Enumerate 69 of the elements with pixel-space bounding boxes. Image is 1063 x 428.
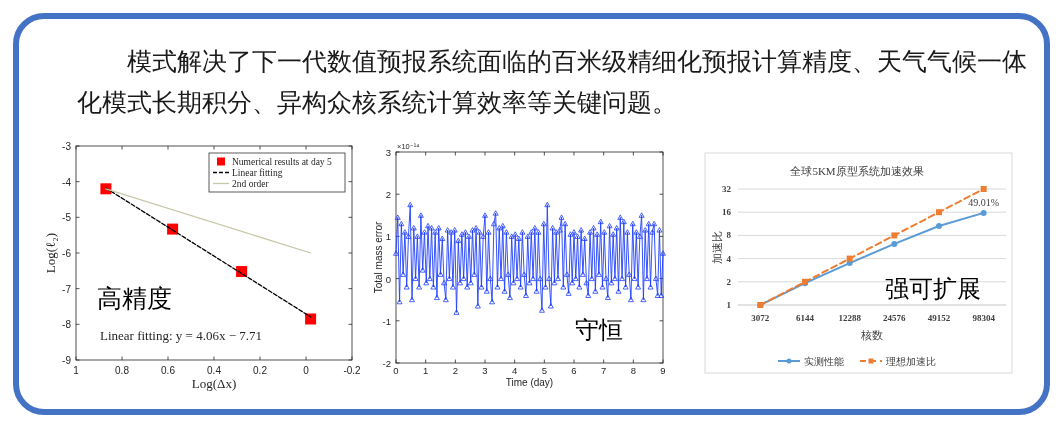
x-tick-label: 49152 [927, 313, 951, 323]
y-axis-title: Total mass error [372, 220, 384, 294]
annotation: 49.01% [968, 196, 1000, 208]
y-tick-label: 2 [726, 276, 732, 287]
point [980, 209, 987, 216]
y-tick-label: 1 [385, 230, 391, 242]
annotation: Linear fitting: y = 4.06x − 7.71 [100, 327, 262, 343]
x-tick-label: 12288 [838, 313, 862, 323]
x-tick-label: 24576 [883, 313, 907, 323]
x-tick-label: 3072 [751, 313, 770, 323]
x-tick-label: 7 [601, 364, 607, 376]
x-tick-label: 0 [303, 364, 310, 376]
x-tick-label: 1 [73, 364, 80, 376]
point [305, 313, 317, 325]
x-tick-label: 0.6 [161, 364, 176, 376]
legend-label: 2nd order [232, 178, 270, 189]
point [891, 232, 898, 239]
y-tick-label: -2 [382, 357, 391, 369]
y-tick-label: 1 [726, 300, 732, 310]
text: 模式解决了下一代数值预报系统面临的百米级精细化预报计算精度、天气气候一体化模式长期积分、异构众核系统计算效率等关键问题。 [77, 46, 1028, 119]
y-tick-label: -8 [62, 318, 72, 330]
point [846, 255, 853, 262]
y-tick-label: -1 [382, 315, 391, 327]
y-tick-label: -6 [62, 247, 72, 259]
y-axis-title: 加速比 [711, 230, 723, 264]
x-tick-label: 98304 [972, 313, 996, 323]
annotation: 高精度 [97, 284, 172, 312]
x-axis-title: Time (day) [505, 376, 554, 388]
x-tick-label: 8 [630, 364, 636, 376]
x-tick-label: 3 [482, 364, 488, 376]
y-tick-label: 8 [726, 230, 732, 241]
x-tick-label: 0.2 [253, 364, 268, 376]
x-tick-label: 6144 [796, 313, 815, 323]
legend-label: Linear fitting [232, 167, 283, 178]
x-tick-label: 0 [393, 364, 399, 376]
x-tick-label: 0.4 [207, 364, 222, 376]
point [100, 183, 112, 195]
legend-label: 理想加速比 [886, 355, 936, 367]
y-tick-label: 16 [722, 207, 732, 218]
x-tick-label: 9 [660, 364, 666, 376]
point [936, 222, 942, 229]
x-tick-label: 0.8 [115, 364, 130, 376]
chart-title: 全球5KM原型系统加速效果 [790, 165, 924, 177]
y-tick-label: -3 [62, 140, 72, 152]
legend-label: Numerical results at day 5 [232, 156, 332, 167]
y-tick-label: 0 [385, 273, 391, 285]
point [980, 186, 987, 192]
y-tick-label: 3 [385, 146, 391, 158]
y-tick-label: 32 [722, 184, 732, 194]
point [936, 209, 942, 216]
y-tick-label: 4 [726, 253, 732, 264]
y-tick-label: -4 [62, 176, 72, 188]
point [891, 240, 898, 247]
annotation: 强可扩展 [885, 274, 981, 302]
x-tick-label: -0.2 [343, 364, 362, 376]
y-tick-label: 2 [385, 188, 391, 200]
x-tick-label: 6 [571, 364, 577, 376]
legend-label: 实测性能 [804, 355, 844, 367]
y-tick-label: -5 [62, 211, 72, 223]
y-tick-label: -9 [62, 354, 72, 366]
x-tick-label: 4 [512, 364, 518, 376]
x-tick-label: 5 [541, 364, 547, 376]
x-axis-title: 核数 [860, 329, 883, 341]
y-axis-title: Log(ℓ₂) [42, 232, 58, 274]
x-tick-label: 1 [423, 364, 429, 376]
annotation: 守恒 [575, 315, 623, 343]
x-axis-title: Log(Δx) [191, 375, 237, 391]
x-tick-label: 2 [452, 364, 458, 376]
y-tick-label: -7 [62, 283, 72, 295]
